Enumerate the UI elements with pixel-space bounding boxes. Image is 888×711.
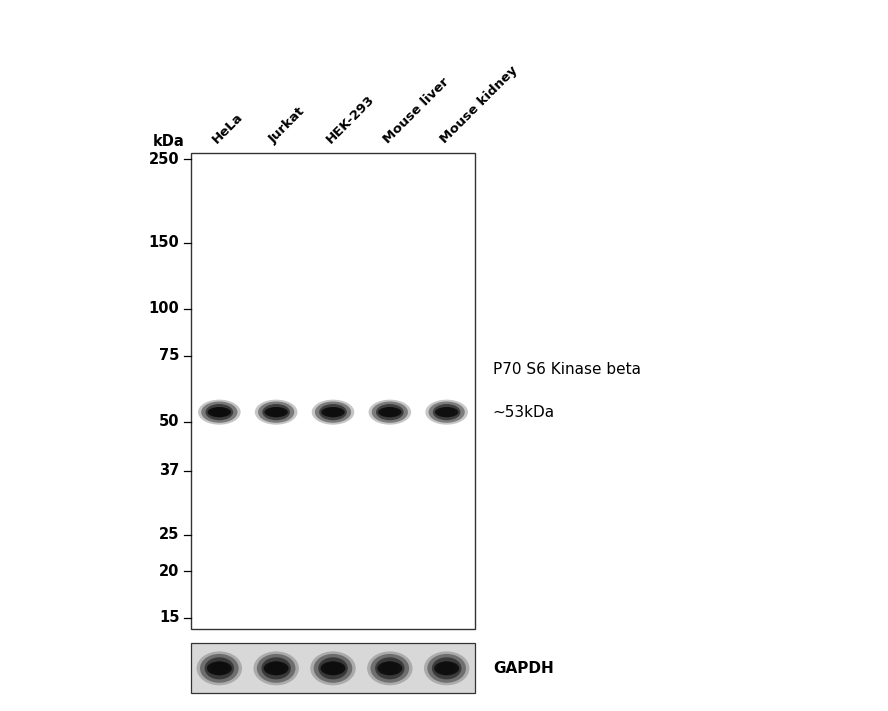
Ellipse shape: [376, 404, 404, 420]
Ellipse shape: [265, 407, 288, 417]
Ellipse shape: [264, 661, 289, 675]
Text: ~53kDa: ~53kDa: [493, 405, 555, 419]
Text: Mouse liver: Mouse liver: [381, 75, 451, 146]
Ellipse shape: [262, 404, 290, 420]
Ellipse shape: [432, 657, 462, 680]
Text: 37: 37: [159, 464, 179, 479]
Ellipse shape: [313, 654, 353, 683]
Ellipse shape: [381, 407, 399, 417]
Ellipse shape: [267, 407, 285, 417]
Ellipse shape: [253, 651, 299, 685]
Ellipse shape: [312, 400, 354, 424]
Ellipse shape: [205, 404, 234, 420]
Ellipse shape: [429, 402, 464, 423]
Text: GAPDH: GAPDH: [493, 661, 553, 676]
Ellipse shape: [257, 654, 296, 683]
Ellipse shape: [425, 400, 468, 424]
Text: HeLa: HeLa: [210, 110, 246, 146]
Bar: [191, 153, 475, 629]
Ellipse shape: [210, 407, 228, 417]
Text: 75: 75: [159, 348, 179, 363]
Ellipse shape: [255, 400, 297, 424]
Ellipse shape: [198, 400, 241, 424]
Ellipse shape: [207, 661, 232, 675]
Text: Jurkat: Jurkat: [267, 105, 308, 146]
Ellipse shape: [210, 661, 228, 675]
Ellipse shape: [434, 661, 459, 675]
Ellipse shape: [438, 661, 456, 675]
Ellipse shape: [200, 654, 239, 683]
Text: kDa: kDa: [153, 134, 185, 149]
Ellipse shape: [318, 657, 348, 680]
Ellipse shape: [204, 657, 234, 680]
Ellipse shape: [367, 651, 413, 685]
Ellipse shape: [319, 404, 347, 420]
Ellipse shape: [432, 404, 461, 420]
Ellipse shape: [381, 661, 399, 675]
Text: HEK-293: HEK-293: [324, 92, 377, 146]
Ellipse shape: [315, 402, 351, 423]
Ellipse shape: [370, 654, 409, 683]
Ellipse shape: [372, 402, 408, 423]
Ellipse shape: [258, 402, 294, 423]
Ellipse shape: [369, 400, 411, 424]
Text: Mouse kidney: Mouse kidney: [438, 63, 519, 146]
Ellipse shape: [424, 651, 470, 685]
Ellipse shape: [324, 661, 342, 675]
Ellipse shape: [196, 651, 242, 685]
Ellipse shape: [261, 657, 291, 680]
Ellipse shape: [377, 661, 402, 675]
Text: 50: 50: [159, 414, 179, 429]
Ellipse shape: [321, 661, 345, 675]
Ellipse shape: [427, 654, 466, 683]
Ellipse shape: [310, 651, 356, 685]
Text: 15: 15: [159, 611, 179, 626]
Ellipse shape: [435, 407, 458, 417]
Ellipse shape: [202, 402, 237, 423]
Ellipse shape: [267, 661, 285, 675]
Ellipse shape: [208, 407, 231, 417]
Ellipse shape: [324, 407, 342, 417]
Text: 25: 25: [159, 527, 179, 542]
Text: 100: 100: [148, 301, 179, 316]
Text: P70 S6 Kinase beta: P70 S6 Kinase beta: [493, 362, 641, 377]
Ellipse shape: [438, 407, 456, 417]
Ellipse shape: [378, 407, 401, 417]
Text: 150: 150: [148, 235, 179, 250]
Bar: [191, 643, 475, 693]
Text: 20: 20: [159, 564, 179, 579]
Text: 250: 250: [149, 151, 179, 167]
Ellipse shape: [321, 407, 345, 417]
Ellipse shape: [375, 657, 405, 680]
